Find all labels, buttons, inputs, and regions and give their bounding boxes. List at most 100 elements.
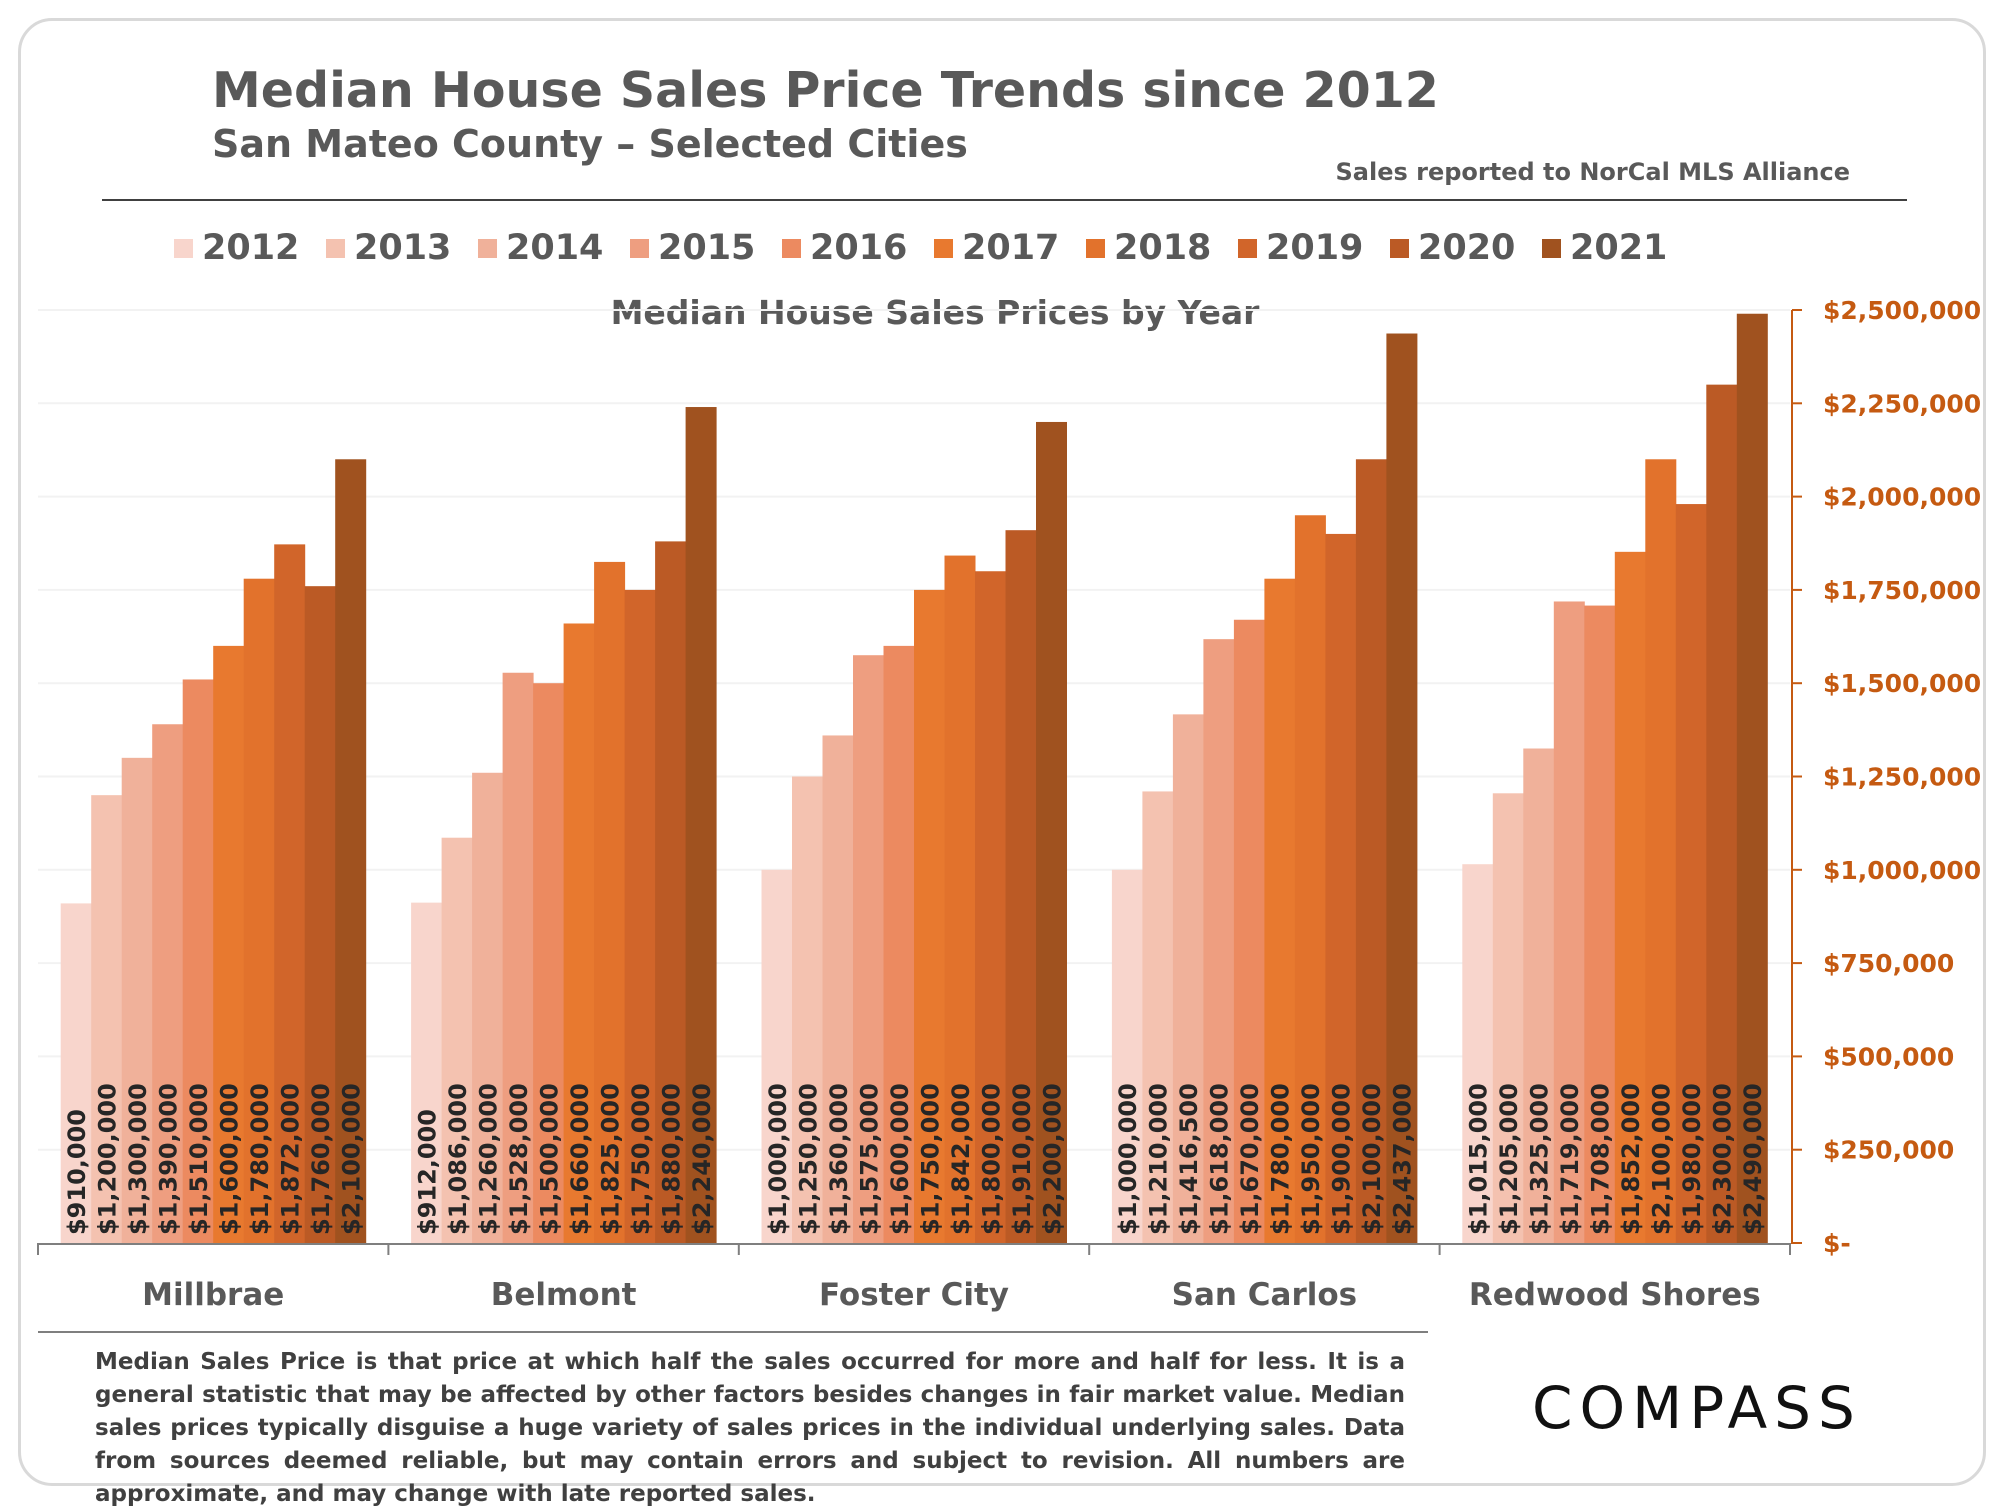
legend-item-2019: 2019 <box>1238 228 1390 268</box>
bar-redwood-shores-2014 <box>1523 748 1555 1243</box>
y-tick-label: $2,500,000 <box>1823 296 1981 325</box>
legend-item-2016: 2016 <box>782 228 934 268</box>
footnote-text: Median Sales Price is that price at whic… <box>95 1349 1405 1507</box>
bar-foster-city-2021 <box>1036 421 1067 1244</box>
y-tick-label: $2,000,000 <box>1823 483 1981 512</box>
bar-redwood-shores-2019 <box>1675 504 1707 1244</box>
bar-millbrae-2013 <box>91 795 123 1243</box>
chart-legend: 2012 2013 2014 2015 2016 2017 2018 2019 2020 2021 <box>174 228 1694 268</box>
bar-belmont-2019 <box>624 589 656 1243</box>
bar-millbrae-2014 <box>121 757 153 1243</box>
y-tick-label: $1,250,000 <box>1823 763 1981 792</box>
bar-foster-city-2012 <box>761 869 793 1243</box>
bar-belmont-2013 <box>441 837 473 1243</box>
bar-redwood-shores-2018 <box>1645 459 1677 1243</box>
bar-redwood-shores-2021 <box>1736 313 1768 1243</box>
bar-redwood-shores-2013 <box>1492 793 1524 1243</box>
data-label: $1,390,000 <box>154 1083 182 1235</box>
header-divider <box>102 199 1907 201</box>
bar-san-carlos-2017 <box>1264 578 1296 1243</box>
bar-millbrae-2015 <box>152 724 184 1243</box>
data-label: $1,200,000 <box>93 1083 121 1235</box>
data-label: $1,900,000 <box>1328 1083 1356 1235</box>
legend-item-2012: 2012 <box>174 228 326 268</box>
data-label: $1,416,500 <box>1175 1083 1203 1235</box>
data-label: $912,000 <box>413 1109 441 1235</box>
legend-swatch <box>174 238 193 258</box>
source-note: Sales reported to NorCal MLS Alliance <box>1335 158 1851 186</box>
data-label: $910,000 <box>63 1109 91 1235</box>
bar-san-carlos-2012 <box>1111 869 1143 1243</box>
y-tick-label: $500,000 <box>1823 1042 1954 1071</box>
data-label: $1,600,000 <box>886 1083 914 1235</box>
bar-foster-city-2020 <box>1005 530 1037 1243</box>
bar-millbrae-2016 <box>182 679 214 1243</box>
legend-label: 2018 <box>1114 228 1212 268</box>
footnote-divider <box>38 1331 1428 1333</box>
legend-item-2018: 2018 <box>1086 228 1238 268</box>
legend-item-2014: 2014 <box>478 228 630 268</box>
y-tick-label: $- <box>1823 1229 1851 1258</box>
data-label: $1,510,000 <box>185 1083 213 1235</box>
bar-san-carlos-2013 <box>1142 791 1174 1243</box>
y-tick-label: $1,750,000 <box>1823 576 1981 605</box>
legend-item-2020: 2020 <box>1390 228 1542 268</box>
legend-label: 2012 <box>202 228 300 268</box>
category-label: San Carlos <box>1172 1277 1357 1313</box>
legend-label: 2016 <box>810 228 908 268</box>
legend-swatch <box>934 238 953 258</box>
data-label: $1,872,000 <box>276 1083 304 1235</box>
legend-swatch <box>1238 238 1257 258</box>
data-label: $1,250,000 <box>794 1083 822 1235</box>
data-label: $1,708,000 <box>1587 1083 1615 1235</box>
page-subtitle: San Mateo County – Selected Cities <box>212 122 968 166</box>
legend-swatch <box>1542 238 1561 258</box>
y-tick-label: $250,000 <box>1823 1136 1954 1165</box>
bar-redwood-shores-2012 <box>1462 864 1494 1243</box>
data-label: $2,100,000 <box>337 1083 365 1235</box>
legend-label: 2021 <box>1570 228 1668 268</box>
data-label: $1,842,000 <box>947 1083 975 1235</box>
data-label: $1,575,000 <box>855 1083 883 1235</box>
bar-belmont-2021 <box>685 407 717 1244</box>
bar-belmont-2014 <box>472 772 504 1243</box>
legend-swatch <box>630 238 649 258</box>
category-label: Redwood Shores <box>1469 1277 1761 1313</box>
bar-belmont-2018 <box>594 561 626 1243</box>
legend-swatch <box>782 238 801 258</box>
bar-san-carlos-2020 <box>1355 459 1387 1243</box>
bar-redwood-shores-2017 <box>1614 551 1646 1243</box>
data-label: $1,000,000 <box>1114 1083 1142 1235</box>
legend-item-2017: 2017 <box>934 228 1086 268</box>
data-label: $1,760,000 <box>307 1083 335 1235</box>
legend-item-2013: 2013 <box>326 228 478 268</box>
data-label: $2,200,000 <box>1038 1083 1066 1235</box>
bar-redwood-shores-2016 <box>1584 605 1616 1243</box>
category-label: Foster City <box>819 1277 1009 1313</box>
legend-label: 2014 <box>506 228 604 268</box>
data-label: $1,500,000 <box>535 1083 563 1235</box>
legend-item-2021: 2021 <box>1542 228 1694 268</box>
legend-label: 2019 <box>1266 228 1364 268</box>
bar-foster-city-2013 <box>792 776 823 1243</box>
bar-foster-city-2018 <box>944 555 976 1243</box>
bar-belmont-2012 <box>411 902 443 1243</box>
data-label: $1,825,000 <box>596 1083 624 1235</box>
legend-label: 2015 <box>658 228 756 268</box>
data-label: $2,300,000 <box>1709 1083 1737 1235</box>
data-label: $1,750,000 <box>627 1083 655 1235</box>
data-label: $2,100,000 <box>1358 1083 1386 1235</box>
category-label: Belmont <box>491 1277 637 1313</box>
data-label: $1,660,000 <box>566 1083 594 1235</box>
bar-foster-city-2015 <box>853 655 884 1243</box>
bar-san-carlos-2016 <box>1233 619 1265 1243</box>
bar-millbrae-2018 <box>243 578 275 1243</box>
legend-label: 2020 <box>1418 228 1516 268</box>
data-label: $2,437,000 <box>1389 1083 1417 1235</box>
category-label: Millbrae <box>142 1277 284 1313</box>
bar-redwood-shores-2020 <box>1706 384 1738 1243</box>
bar-belmont-2020 <box>655 541 687 1243</box>
bar-millbrae-2019 <box>274 544 306 1243</box>
data-label: $1,205,000 <box>1495 1083 1523 1235</box>
